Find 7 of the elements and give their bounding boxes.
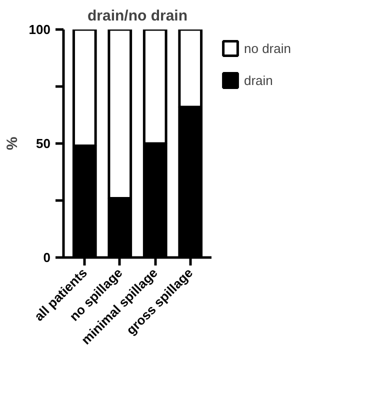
- y-axis-title: %: [4, 136, 21, 150]
- chart-title: drain/no drain: [88, 8, 188, 24]
- y-tick-label: 50: [36, 136, 51, 151]
- y-tick-label: 100: [28, 22, 51, 37]
- y-tick-label: 0: [43, 250, 51, 265]
- legend-label: drain: [244, 72, 273, 88]
- legend-label: no drain: [244, 40, 291, 56]
